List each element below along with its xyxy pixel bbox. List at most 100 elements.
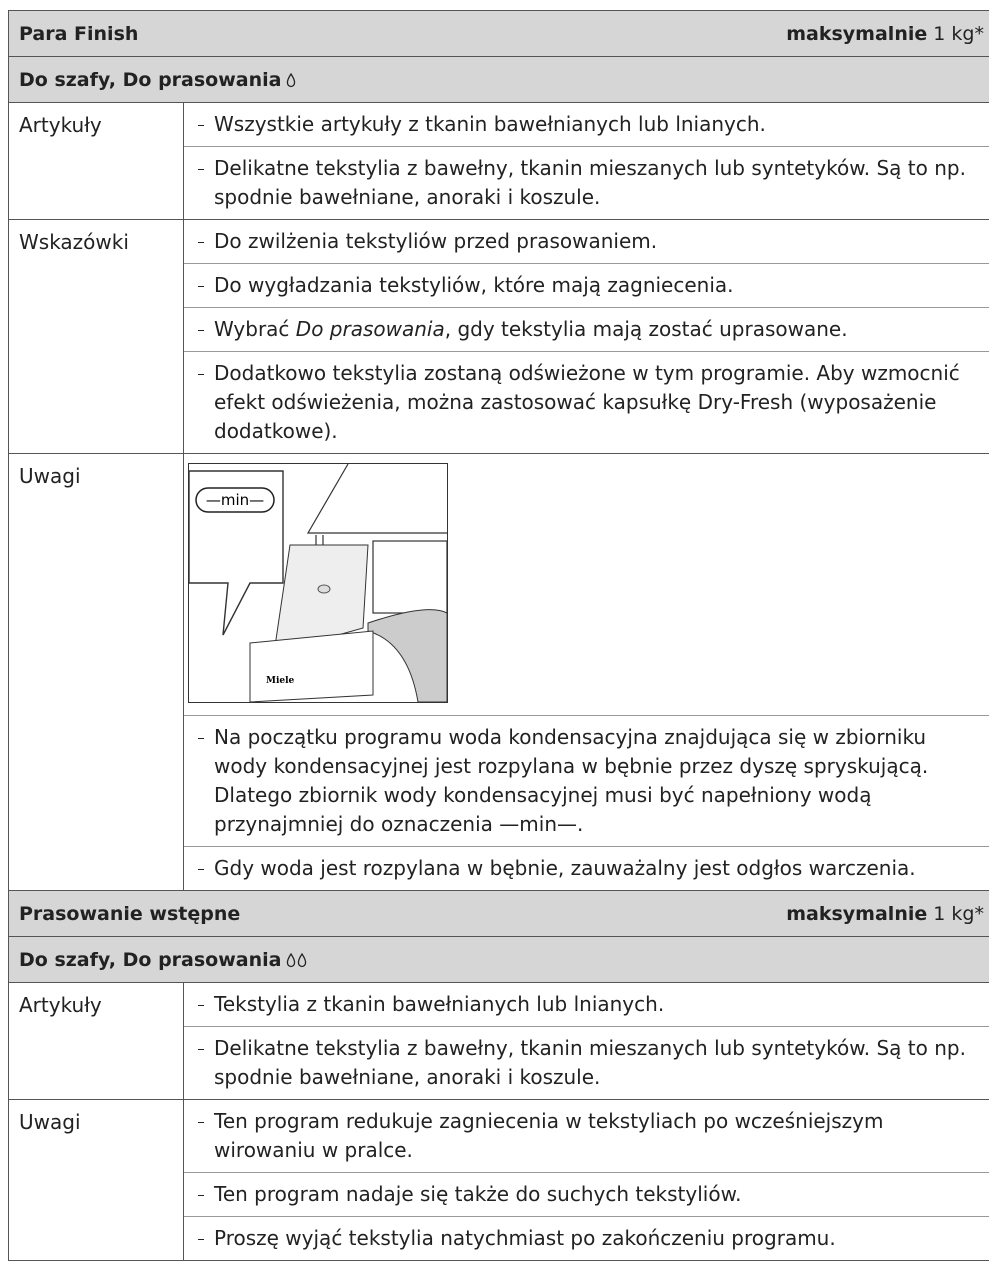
drum <box>367 609 448 703</box>
item-text: Delikatne tekstylia z bawełny, tkanin mi… <box>214 1034 982 1092</box>
list-dash <box>196 359 214 446</box>
drying-levels: Do szafy, Do prasowania <box>19 948 282 971</box>
capacity-value: 1 kg* <box>933 902 984 925</box>
text-segment: Wybrać <box>214 317 296 341</box>
item-text: Delikatne tekstylia z bawełny, tkanin mi… <box>214 154 982 212</box>
scale-label: —min— <box>206 491 264 509</box>
program-subheader: Do szafy, Do prasowania <box>9 57 989 103</box>
drop <box>287 72 296 87</box>
table-row: Wskazówki Do zwilżenia tekstyliów przed p… <box>9 220 989 454</box>
item-text: Gdy woda jest rozpylana w bębnie, zauważ… <box>214 854 916 883</box>
row-label: Artykuły <box>9 103 184 219</box>
list-dash <box>196 1224 214 1253</box>
program-name: Prasowanie wstępne <box>19 902 241 925</box>
program-subheader: Do szafy, Do prasowania <box>9 937 989 983</box>
row-content: Wszystkie artykuły z tkanin bawełnianych… <box>184 103 989 219</box>
program-name: Para Finish <box>19 22 139 45</box>
text-segment: Proszę wyjąć tekstylia natychmiast po za… <box>214 1226 836 1250</box>
text-segment: Tekstylia z tkanin bawełnianych lub lnia… <box>214 992 665 1016</box>
program-header: Para Finish maksymalnie 1 kg* <box>9 11 989 57</box>
text-segment: Do wygładzania tekstyliów, które mają za… <box>214 273 734 297</box>
drop-icon <box>287 952 296 967</box>
text-segment: Do zwilżenia tekstyliów przed prasowanie… <box>214 229 658 253</box>
table-row: Uwagi Ten program redukuje zagniecenia w … <box>9 1100 989 1261</box>
drop <box>298 952 307 967</box>
text-segment: Delikatne tekstylia z bawełny, tkanin mi… <box>214 156 966 209</box>
brand-label: Miele <box>266 676 295 686</box>
table-row: Uwagi Miele —min— Na początku programu woda… <box>9 454 989 891</box>
item-text: Ten program nadaje się także do suchych … <box>214 1180 741 1209</box>
capacity: maksymalnie 1 kg* <box>786 23 984 45</box>
row-label: Uwagi <box>9 454 184 890</box>
drop-icon <box>298 952 307 967</box>
item-text: Proszę wyjąć tekstylia natychmiast po za… <box>214 1224 836 1253</box>
text-segment: Wszystkie artykuły z tkanin bawełnianych… <box>214 112 766 136</box>
text-segment: Dodatkowo tekstylia zostaną odświeżone w… <box>214 361 960 443</box>
text-segment: , gdy tekstylia mają zostać uprasowane. <box>444 317 848 341</box>
emphasis: Do prasowania <box>295 317 445 341</box>
drying-levels: Do szafy, Do prasowania <box>19 68 282 91</box>
list-item: Delikatne tekstylia z bawełny, tkanin mi… <box>184 146 989 219</box>
drop-icon <box>287 72 296 87</box>
list-dash <box>196 315 214 344</box>
item-text: Dodatkowo tekstylia zostaną odświeżone w… <box>214 359 982 446</box>
row-content: Tekstylia z tkanin bawełnianych lub lnia… <box>184 983 989 1099</box>
list-item: Ten program redukuje zagniecenia w tekst… <box>184 1100 989 1172</box>
nozzle <box>317 584 331 594</box>
list-item: Gdy woda jest rozpylana w bębnie, zauważ… <box>184 846 989 890</box>
list-item: Ten program nadaje się także do suchych … <box>184 1172 989 1216</box>
capacity-value: 1 kg* <box>933 22 984 45</box>
item-text: Wybrać Do prasowania, gdy tekstylia mają… <box>214 315 848 344</box>
list-dash <box>196 1107 214 1165</box>
list-item: Wybrać Do prasowania, gdy tekstylia mają… <box>184 307 989 351</box>
machine-line <box>306 463 447 534</box>
drawer-front <box>249 630 374 703</box>
item-text: Wszystkie artykuły z tkanin bawełnianych… <box>214 110 766 139</box>
list-dash <box>196 990 214 1019</box>
list-dash <box>196 154 214 212</box>
list-dash <box>196 271 214 300</box>
text-segment: Ten program nadaje się także do suchych … <box>214 1182 742 1206</box>
scale-pill <box>195 487 275 513</box>
row-content: Ten program redukuje zagniecenia w tekst… <box>184 1100 989 1260</box>
drawer <box>273 544 369 654</box>
capacity-label: maksymalnie <box>786 902 928 925</box>
list-item: Wszystkie artykuły z tkanin bawełnianych… <box>184 103 989 146</box>
list-item: Tekstylia z tkanin bawełnianych lub lnia… <box>184 983 989 1026</box>
program-table: Para Finish maksymalnie 1 kg* Do szafy, Do… <box>8 10 989 1261</box>
list-dash <box>196 723 214 839</box>
text-segment: Gdy woda jest rozpylana w bębnie, zauważ… <box>214 856 916 880</box>
row-label: Artykuły <box>9 983 184 1099</box>
list-dash <box>196 110 214 139</box>
list-item: Delikatne tekstylia z bawełny, tkanin mi… <box>184 1026 989 1099</box>
text-segment: Ten program redukuje zagniecenia w tekst… <box>214 1109 884 1162</box>
text-segment: Delikatne tekstylia z bawełny, tkanin mi… <box>214 1036 966 1089</box>
illustration: Miele —min— <box>188 463 448 703</box>
item-text: Do wygładzania tekstyliów, które mają za… <box>214 271 734 300</box>
list-dash <box>196 227 214 256</box>
list-dash <box>196 1034 214 1092</box>
list-item: Proszę wyjąć tekstylia natychmiast po za… <box>184 1216 989 1260</box>
item-text: Tekstylia z tkanin bawełnianych lub lnia… <box>214 990 664 1019</box>
item-text: Na początku programu woda kondensacyjna … <box>214 723 982 839</box>
row-content: Miele —min— Na początku programu woda kond… <box>184 454 989 890</box>
illustration-cell: Miele —min— <box>184 454 989 715</box>
list-item: Do wygładzania tekstyliów, które mają za… <box>184 263 989 307</box>
list-item: Do zwilżenia tekstyliów przed prasowanie… <box>184 220 989 263</box>
drop <box>287 952 296 967</box>
table-row: Artykuły Wszystkie artykuły z tkanin bawe… <box>9 103 989 220</box>
capacity: maksymalnie 1 kg* <box>786 903 984 925</box>
program-header: Prasowanie wstępne maksymalnie 1 kg* <box>9 891 989 937</box>
list-item: Na początku programu woda kondensacyjna … <box>184 715 989 846</box>
row-label: Wskazówki <box>9 220 184 453</box>
item-text: Ten program redukuje zagniecenia w tekst… <box>214 1107 982 1165</box>
capacity-label: maksymalnie <box>786 22 928 45</box>
table-row: Artykuły Tekstylia z tkanin bawełnianych … <box>9 983 989 1100</box>
list-item: Dodatkowo tekstylia zostaną odświeżone w… <box>184 351 989 453</box>
list-dash <box>196 1180 214 1209</box>
list-dash <box>196 854 214 883</box>
row-content: Do zwilżenia tekstyliów przed prasowanie… <box>184 220 989 453</box>
row-label: Uwagi <box>9 1100 184 1260</box>
